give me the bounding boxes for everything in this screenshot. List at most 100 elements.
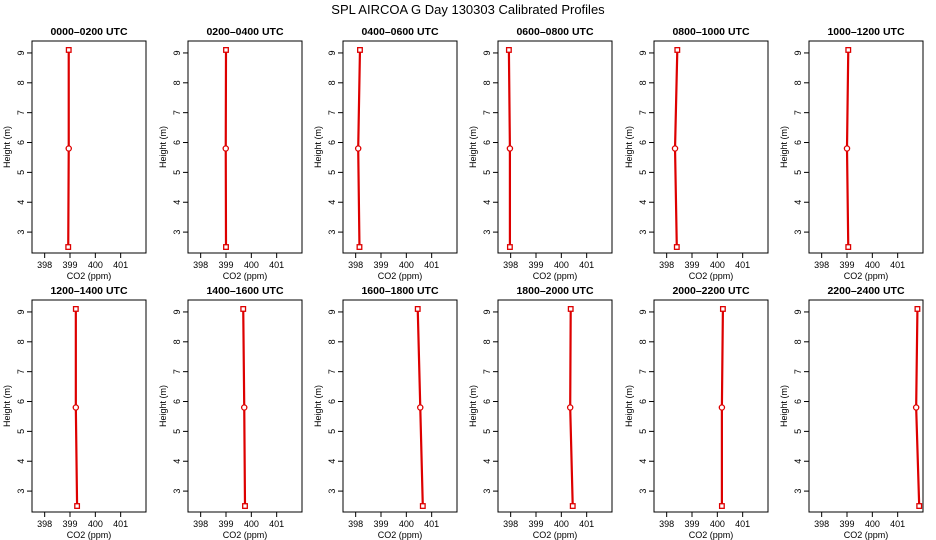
x-tick-label: 398: [503, 519, 518, 529]
y-tick-label: 9: [16, 50, 26, 55]
y-tick-label: 7: [638, 369, 648, 374]
y-tick-label: 3: [16, 230, 26, 235]
y-tick-label: 5: [482, 170, 492, 175]
x-tick-label: 398: [659, 519, 674, 529]
panel-title: 2200–2400 UTC: [827, 285, 904, 297]
y-tick-label: 9: [638, 50, 648, 55]
y-tick-label: 8: [172, 339, 182, 344]
x-tick-label: 399: [684, 519, 699, 529]
x-tick-label: 398: [193, 260, 208, 270]
x-tick-label: 398: [348, 519, 363, 529]
y-tick-label: 4: [638, 200, 648, 205]
y-tick-label: 6: [16, 140, 26, 145]
y-tick-label: 5: [16, 170, 26, 175]
data-point: [223, 47, 229, 53]
y-tick-label: 7: [16, 369, 26, 374]
data-point: [65, 47, 72, 53]
data-point: [505, 47, 512, 53]
x-tick-label: 401: [735, 260, 750, 270]
y-tick-label: 6: [327, 399, 337, 404]
data-point: [671, 145, 679, 152]
y-axis-label: Height (m): [313, 385, 323, 427]
y-axis-label: Height (m): [624, 126, 634, 168]
y-tick-label: 3: [16, 489, 26, 494]
y-axis-label: Height (m): [158, 126, 168, 168]
x-tick-label: 398: [193, 519, 208, 529]
profile-panel: 1000–1200 UTC 398 399 400 401 3 4 5 6 7 8 9 CO2 (ppm…: [779, 26, 924, 281]
panel-title: 2000–2200 UTC: [672, 285, 749, 297]
panel-title: 1000–1200 UTC: [827, 26, 904, 38]
y-tick-label: 3: [793, 230, 803, 235]
x-tick-label: 400: [244, 260, 259, 270]
y-tick-label: 5: [16, 429, 26, 434]
plot-frame: [31, 40, 147, 254]
y-tick-label: 3: [327, 230, 337, 235]
y-axis-label: Height (m): [468, 126, 478, 168]
x-tick-label: 398: [814, 519, 829, 529]
data-point: [719, 306, 726, 312]
data-point: [65, 244, 72, 250]
y-tick-label: 6: [638, 399, 648, 404]
y-tick-label: 4: [16, 200, 26, 205]
y-tick-label: 9: [16, 309, 26, 314]
x-axis-label: CO2 (ppm): [223, 530, 268, 540]
data-point: [240, 404, 248, 411]
y-tick-label: 6: [482, 140, 492, 145]
y-tick-label: 7: [327, 369, 337, 374]
y-tick-label: 6: [793, 140, 803, 145]
data-point: [843, 145, 851, 152]
x-tick-label: 400: [244, 519, 259, 529]
y-tick-label: 9: [482, 50, 492, 55]
profile-panel: 0600–0800 UTC 398 399 400 401 3 4 5 6 7 8 9 CO2 (ppm…: [468, 26, 613, 281]
y-tick-label: 6: [16, 399, 26, 404]
x-tick-label: 399: [684, 260, 699, 270]
y-axis-label: Height (m): [624, 385, 634, 427]
y-tick-label: 9: [638, 309, 648, 314]
x-tick-label: 399: [528, 260, 543, 270]
panel-title: 0400–0600 UTC: [361, 26, 438, 38]
panel-title: 1200–1400 UTC: [50, 285, 127, 297]
y-tick-label: 3: [793, 489, 803, 494]
y-tick-label: 6: [793, 399, 803, 404]
panel-title: 0200–0400 UTC: [206, 26, 283, 38]
data-point: [567, 306, 574, 312]
x-tick-label: 398: [37, 519, 52, 529]
data-point: [845, 244, 852, 250]
y-tick-label: 8: [482, 339, 492, 344]
plot-frame: [808, 40, 924, 254]
plot-frame: [187, 299, 303, 513]
data-point: [354, 145, 362, 152]
y-tick-label: 5: [172, 429, 182, 434]
data-point: [506, 244, 513, 250]
profile-panel: 0200–0400 UTC 398 399 400 401 3 4 5 6 7 8 9 CO2 (ppm…: [158, 26, 303, 281]
profile-panel: 2200–2400 UTC 398 399 400 401 3 4 5 6 7 8 9 CO2 (ppm…: [779, 285, 924, 540]
x-tick-label: 400: [554, 519, 569, 529]
x-tick-label: 401: [890, 519, 905, 529]
panel-title: 1400–1600 UTC: [206, 285, 283, 297]
data-point: [74, 503, 81, 509]
y-tick-label: 7: [172, 369, 182, 374]
x-axis-label: CO2 (ppm): [533, 271, 578, 281]
y-tick-label: 8: [327, 80, 337, 85]
y-tick-label: 4: [482, 459, 492, 464]
plot-frame: [808, 299, 924, 513]
x-tick-label: 399: [373, 260, 388, 270]
panel-title: 0600–0800 UTC: [516, 26, 593, 38]
x-tick-label: 398: [37, 260, 52, 270]
x-tick-label: 399: [528, 519, 543, 529]
data-point: [566, 404, 574, 411]
x-tick-label: 401: [890, 260, 905, 270]
profile-panel: 1400–1600 UTC 398 399 400 401 3 4 5 6 7 8 9 CO2 (ppm…: [158, 285, 303, 540]
y-tick-label: 5: [638, 429, 648, 434]
y-tick-label: 5: [793, 170, 803, 175]
y-tick-label: 8: [638, 80, 648, 85]
x-axis-label: CO2 (ppm): [689, 271, 734, 281]
data-point: [357, 47, 363, 53]
x-tick-label: 398: [348, 260, 363, 270]
x-tick-label: 398: [659, 260, 674, 270]
y-tick-label: 4: [327, 459, 337, 464]
y-axis-label: Height (m): [779, 385, 789, 427]
profile-panel: 0800–1000 UTC 398 399 400 401 3 4 5 6 7 8 9 CO2 (ppm…: [624, 26, 769, 281]
data-point: [240, 306, 247, 312]
y-tick-label: 9: [327, 50, 337, 55]
